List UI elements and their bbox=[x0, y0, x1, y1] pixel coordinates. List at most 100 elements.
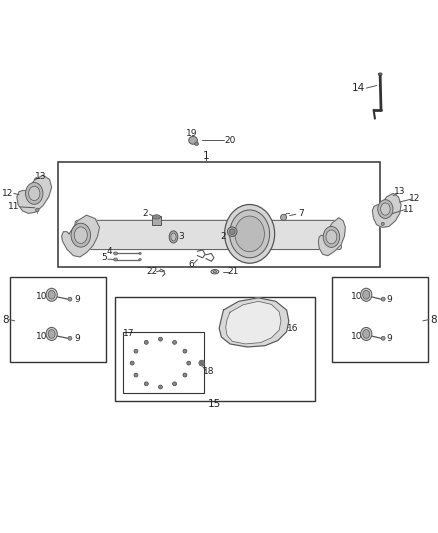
Ellipse shape bbox=[199, 360, 205, 366]
Text: 11: 11 bbox=[8, 202, 20, 211]
Ellipse shape bbox=[152, 215, 160, 219]
Ellipse shape bbox=[145, 341, 148, 344]
Ellipse shape bbox=[187, 361, 191, 365]
Ellipse shape bbox=[35, 208, 39, 212]
Text: 10: 10 bbox=[350, 332, 362, 341]
Polygon shape bbox=[62, 215, 99, 257]
Ellipse shape bbox=[134, 349, 138, 353]
Ellipse shape bbox=[189, 136, 198, 144]
Ellipse shape bbox=[326, 230, 337, 244]
Text: 11: 11 bbox=[403, 205, 415, 214]
Text: 2: 2 bbox=[142, 209, 148, 218]
Polygon shape bbox=[219, 298, 289, 347]
FancyBboxPatch shape bbox=[75, 220, 342, 249]
Ellipse shape bbox=[183, 349, 187, 353]
Ellipse shape bbox=[323, 227, 340, 247]
Text: 5: 5 bbox=[101, 253, 107, 262]
Bar bbox=[115, 297, 315, 401]
Ellipse shape bbox=[381, 336, 385, 340]
Text: 18: 18 bbox=[202, 367, 214, 376]
Ellipse shape bbox=[213, 271, 216, 273]
Ellipse shape bbox=[381, 297, 385, 301]
Ellipse shape bbox=[130, 361, 134, 365]
Ellipse shape bbox=[378, 200, 393, 219]
Ellipse shape bbox=[28, 186, 40, 200]
Ellipse shape bbox=[363, 290, 370, 299]
Text: 12: 12 bbox=[2, 189, 14, 198]
Ellipse shape bbox=[114, 252, 117, 255]
Ellipse shape bbox=[280, 214, 286, 220]
Text: 9: 9 bbox=[387, 295, 392, 304]
Ellipse shape bbox=[230, 229, 235, 235]
Ellipse shape bbox=[173, 382, 177, 386]
Ellipse shape bbox=[363, 329, 370, 338]
Text: 3: 3 bbox=[178, 231, 184, 240]
Ellipse shape bbox=[227, 227, 237, 237]
Ellipse shape bbox=[194, 142, 198, 146]
Ellipse shape bbox=[235, 216, 265, 252]
Ellipse shape bbox=[74, 227, 87, 244]
Ellipse shape bbox=[171, 233, 176, 241]
Ellipse shape bbox=[360, 288, 372, 301]
Text: 20: 20 bbox=[224, 136, 235, 145]
Text: 19: 19 bbox=[187, 129, 198, 138]
Text: 1: 1 bbox=[203, 150, 209, 160]
Ellipse shape bbox=[46, 327, 57, 341]
Ellipse shape bbox=[173, 341, 177, 344]
Text: 16: 16 bbox=[287, 324, 299, 333]
Ellipse shape bbox=[183, 373, 187, 377]
Ellipse shape bbox=[134, 373, 138, 377]
Ellipse shape bbox=[145, 382, 148, 386]
Text: 17: 17 bbox=[124, 329, 135, 338]
Text: 9: 9 bbox=[74, 334, 80, 343]
Text: 2: 2 bbox=[221, 231, 226, 240]
Bar bbox=[332, 277, 428, 362]
Text: 13: 13 bbox=[35, 172, 46, 181]
Text: 9: 9 bbox=[387, 334, 392, 343]
Ellipse shape bbox=[139, 259, 141, 261]
Ellipse shape bbox=[46, 288, 57, 301]
Text: 10: 10 bbox=[350, 293, 362, 302]
Text: 7: 7 bbox=[298, 209, 304, 218]
Bar bbox=[124, 332, 204, 393]
Ellipse shape bbox=[225, 205, 275, 263]
Polygon shape bbox=[17, 175, 52, 213]
Bar bbox=[11, 277, 106, 362]
Text: 10: 10 bbox=[36, 332, 47, 341]
Text: 21: 21 bbox=[227, 267, 239, 276]
Ellipse shape bbox=[68, 297, 72, 301]
Ellipse shape bbox=[68, 336, 72, 340]
Bar bbox=[152, 216, 161, 225]
Ellipse shape bbox=[114, 258, 117, 261]
Ellipse shape bbox=[48, 290, 55, 299]
Ellipse shape bbox=[230, 210, 270, 258]
Text: 8: 8 bbox=[2, 314, 8, 325]
Text: 6: 6 bbox=[188, 260, 194, 269]
Ellipse shape bbox=[378, 73, 382, 76]
Ellipse shape bbox=[381, 222, 384, 225]
Ellipse shape bbox=[159, 385, 162, 389]
Polygon shape bbox=[226, 301, 281, 344]
Ellipse shape bbox=[48, 329, 55, 338]
Ellipse shape bbox=[159, 337, 162, 341]
Ellipse shape bbox=[25, 182, 43, 204]
Ellipse shape bbox=[211, 270, 219, 274]
Text: 9: 9 bbox=[74, 295, 80, 304]
Text: 4: 4 bbox=[107, 247, 112, 256]
Text: 10: 10 bbox=[36, 293, 47, 302]
Text: 12: 12 bbox=[409, 194, 420, 203]
Text: 15: 15 bbox=[208, 399, 222, 409]
Text: 8: 8 bbox=[430, 314, 437, 325]
Ellipse shape bbox=[139, 252, 141, 255]
Bar bbox=[58, 162, 380, 266]
Ellipse shape bbox=[71, 223, 91, 247]
Polygon shape bbox=[372, 193, 401, 228]
Polygon shape bbox=[318, 218, 345, 256]
Ellipse shape bbox=[169, 231, 178, 243]
Text: 14: 14 bbox=[352, 83, 365, 93]
Ellipse shape bbox=[381, 203, 390, 215]
Ellipse shape bbox=[200, 361, 203, 365]
Text: 22: 22 bbox=[146, 267, 157, 276]
Ellipse shape bbox=[360, 327, 372, 341]
Text: 13: 13 bbox=[394, 187, 406, 196]
